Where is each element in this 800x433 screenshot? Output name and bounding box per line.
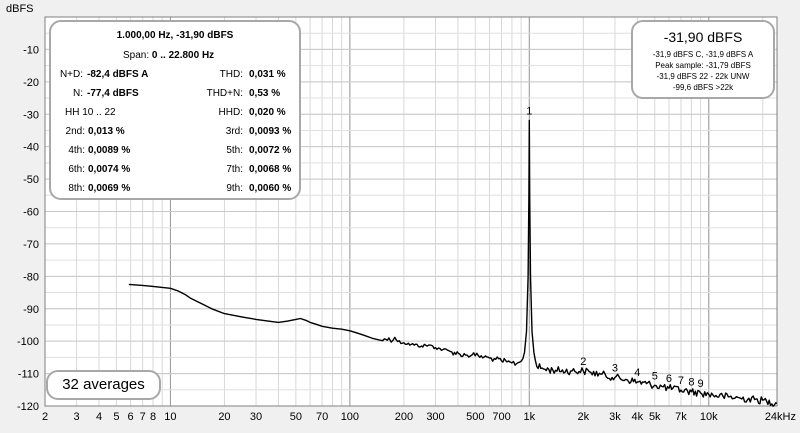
- x-tick-label: 7k: [675, 411, 687, 423]
- h5-label: 5th:: [226, 145, 243, 156]
- x-tick-label: 2: [42, 411, 48, 423]
- x-tick-label: 100: [341, 411, 359, 423]
- harmonic-marker: 3: [612, 362, 618, 374]
- y-tick-label: -40: [23, 142, 39, 154]
- level-main: -31,90 dBFS: [663, 29, 743, 45]
- measurement-info-panel: 1.000,00 Hz, -31,90 dBFS Span: 0 .. 22.8…: [49, 20, 301, 200]
- nd-value: -82,4 dBFS A: [87, 69, 149, 80]
- level-unweighted: -31,9 dBFS 22 - 22k UNW: [656, 72, 750, 81]
- x-tick-label: 200: [395, 411, 413, 423]
- y-tick-label: -70: [23, 239, 39, 251]
- h4-value: 0,0089 %: [88, 145, 131, 156]
- x-tick-label: 5: [113, 411, 119, 423]
- x-tick-label: 700: [492, 411, 510, 423]
- thd-value: 0,031 %: [249, 69, 286, 80]
- h6-label: 6th:: [68, 164, 85, 175]
- h3-value: 0,0093 %: [249, 126, 292, 137]
- hh-range-label: HH 10 .. 22: [65, 107, 116, 118]
- info-header: 1.000,00 Hz, -31,90 dBFS: [116, 30, 234, 41]
- harmonic-marker: 4: [634, 367, 640, 379]
- spectrum-line: [128, 119, 778, 407]
- y-tick-label: -30: [23, 109, 39, 121]
- level-above-22k: -99,6 dBFS >22k: [672, 83, 734, 92]
- x-tick-label: 10k: [700, 411, 718, 423]
- x-tick-label: 4k: [632, 411, 644, 423]
- level-weighted: -31,9 dBFS C, -31,9 dBFS A: [652, 50, 754, 59]
- h2-label: 2nd:: [65, 126, 85, 137]
- h7-value: 0,0068 %: [249, 164, 292, 175]
- h8-label: 8th:: [68, 183, 85, 194]
- h9-label: 9th:: [226, 183, 243, 194]
- harmonic-marker: 9: [697, 378, 703, 390]
- h3-label: 3rd:: [225, 126, 243, 137]
- span-label: Span:: [123, 50, 150, 61]
- harmonic-marker: 2: [580, 356, 586, 368]
- h8-value: 0,0069 %: [88, 183, 131, 194]
- h7-label: 7th:: [226, 164, 243, 175]
- n-label: N:: [73, 88, 83, 99]
- level-peak-sample: Peak sample: -31,79 dBFS: [655, 61, 751, 70]
- x-unit-label: 24kHz: [765, 411, 796, 423]
- thdn-value: 0,53 %: [249, 88, 281, 99]
- x-tick-label: 4: [96, 411, 102, 423]
- averages-label: 32 averages: [62, 376, 145, 393]
- hhd-value: 0,020 %: [249, 107, 286, 118]
- x-tick-label: 6: [128, 411, 134, 423]
- x-tick-label: 7: [140, 411, 146, 423]
- x-tick-label: 50: [290, 411, 302, 423]
- y-tick-label: -100: [17, 336, 39, 348]
- thd-label: THD:: [219, 69, 243, 80]
- x-tick-label: 300: [426, 411, 444, 423]
- h4-label: 4th:: [68, 145, 85, 156]
- plot-border: [44, 16, 778, 407]
- n-value: -77,4 dBFS: [87, 88, 139, 99]
- x-tick-label: 3k: [609, 411, 621, 423]
- harmonic-marker: 1: [526, 105, 532, 117]
- y-tick-label: -50: [23, 174, 39, 186]
- x-tick-label: 20: [218, 411, 230, 423]
- x-tick-label: 500: [466, 411, 484, 423]
- hhd-label: HHD:: [218, 107, 243, 118]
- x-tick-label: 30: [250, 411, 262, 423]
- h2-value: 0,013 %: [88, 126, 125, 137]
- y-tick-label: -90: [23, 304, 39, 316]
- y-tick-label: -110: [18, 369, 39, 381]
- x-tick-label: 2k: [578, 411, 590, 423]
- x-tick-label: 1k: [524, 411, 536, 423]
- x-tick-label: 5k: [649, 411, 661, 423]
- h5-value: 0,0072 %: [249, 145, 292, 156]
- harmonic-marker: 6: [666, 373, 672, 385]
- x-tick-label: 8: [150, 411, 156, 423]
- y-tick-label: -10: [23, 44, 39, 56]
- x-tick-label: 10: [164, 411, 176, 423]
- x-tick-label: 70: [316, 411, 328, 423]
- y-axis-title: dBFS: [6, 3, 34, 15]
- span-value: 0 .. 22.800 Hz: [151, 50, 215, 61]
- y-tick-label: -120: [17, 401, 39, 413]
- h9-value: 0,0060 %: [249, 183, 292, 194]
- thdn-label: THD+N:: [206, 88, 243, 99]
- y-tick-label: -20: [23, 77, 39, 89]
- y-tick-label: -80: [23, 271, 39, 283]
- harmonic-marker: 5: [652, 370, 658, 382]
- level-readout-panel: -31,90 dBFS -31,9 dBFS C, -31,9 dBFS A P…: [631, 20, 775, 99]
- x-tick-label: 3: [74, 411, 80, 423]
- h6-value: 0,0074 %: [88, 164, 131, 175]
- harmonic-marker: 8: [688, 377, 694, 389]
- y-tick-label: -60: [23, 207, 39, 219]
- nd-label: N+D:: [59, 69, 83, 80]
- averages-badge: 32 averages: [46, 370, 161, 400]
- harmonic-marker: 7: [678, 375, 684, 387]
